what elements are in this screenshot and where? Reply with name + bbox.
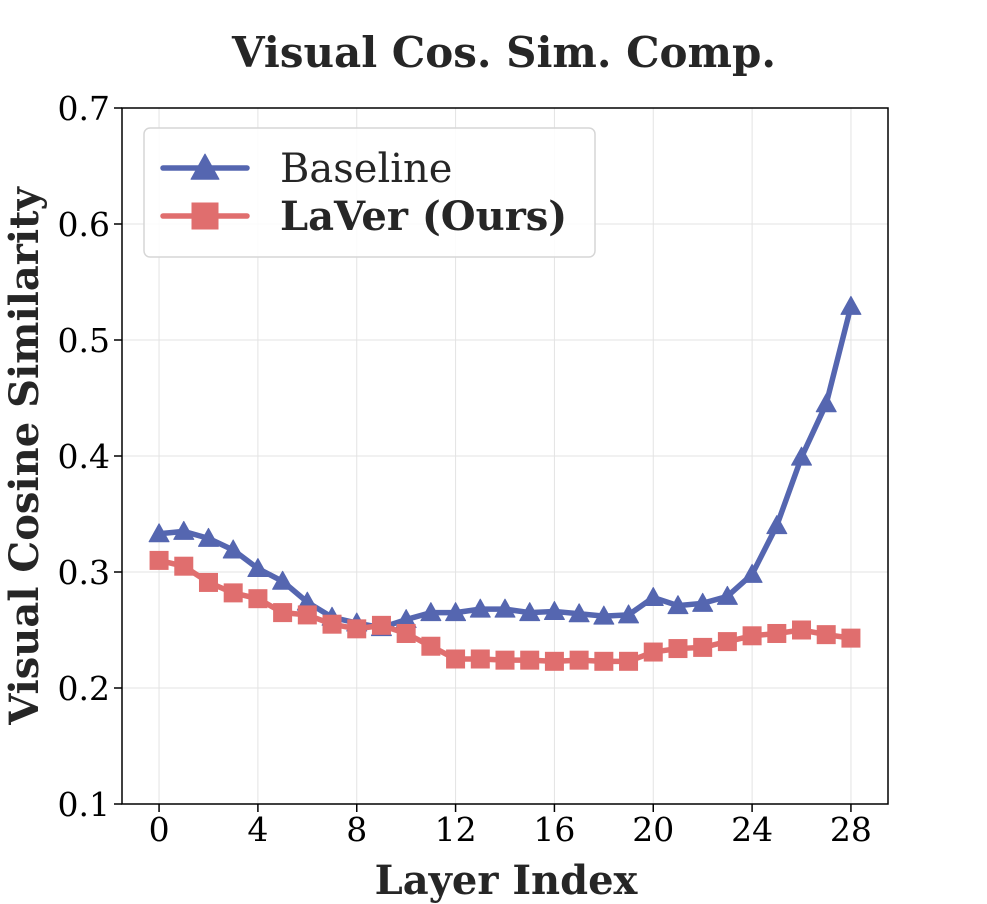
- x-axis-label: Layer Index: [375, 857, 639, 904]
- data-point: [692, 592, 714, 612]
- y-tick-label: 0.4: [58, 437, 110, 476]
- axis-ticks: 0 4 8 12 16 20 24 28 0.1 0.2 0.3 0.4 0.5 0.6 0.7: [58, 89, 872, 849]
- legend-label: Baseline: [280, 146, 452, 192]
- data-point: [148, 523, 170, 543]
- series-square: [149, 550, 861, 671]
- data-point: [470, 649, 490, 669]
- data-point: [643, 642, 663, 662]
- data-point: [222, 539, 244, 559]
- data-point: [445, 602, 467, 622]
- legend-box: [143, 127, 596, 258]
- data-point: [273, 603, 293, 623]
- data-point: [766, 515, 788, 535]
- y-axis-label: Visual Cosine Similarity: [1, 185, 48, 725]
- data-point: [544, 651, 564, 671]
- data-point: [815, 393, 837, 413]
- data-point: [223, 583, 243, 603]
- data-point: [520, 650, 540, 670]
- data-point: [693, 637, 713, 657]
- data-point: [717, 632, 737, 652]
- legend-marker: [190, 153, 220, 180]
- y-tick-label: 0.5: [58, 321, 110, 360]
- data-point: [791, 446, 813, 466]
- x-tick-label: 20: [632, 810, 674, 849]
- x-tick-label: 0: [149, 810, 170, 849]
- y-tick-label: 0.1: [58, 785, 110, 824]
- data-point: [741, 563, 763, 583]
- data-point: [297, 605, 317, 625]
- series-triangle: [148, 295, 862, 637]
- data-point: [840, 295, 862, 315]
- data-point: [568, 603, 590, 623]
- x-tick-label: 28: [830, 810, 872, 849]
- x-tick-label: 8: [346, 810, 367, 849]
- x-tick-label: 16: [533, 810, 575, 849]
- y-tick-label: 0.2: [58, 669, 110, 708]
- data-point: [494, 598, 516, 618]
- data-point: [495, 650, 515, 670]
- data-point: [519, 602, 541, 622]
- data-point: [569, 650, 589, 670]
- data-point: [469, 598, 491, 618]
- y-tick-label: 0.7: [58, 89, 110, 128]
- data-point: [618, 604, 640, 624]
- data-point: [792, 620, 812, 640]
- data-point: [197, 527, 219, 547]
- data-point: [619, 651, 639, 671]
- data-point: [347, 619, 367, 639]
- x-tick-label: 24: [731, 810, 773, 849]
- x-tick-label: 4: [247, 810, 268, 849]
- data-point: [174, 556, 194, 576]
- data-point: [594, 651, 614, 671]
- data-point: [642, 587, 664, 607]
- chart-title: Visual Cos. Sim. Comp.: [231, 28, 776, 77]
- data-point: [272, 570, 294, 590]
- data-point: [322, 614, 342, 634]
- data-point: [421, 636, 441, 656]
- data-point: [543, 600, 565, 620]
- y-tick-label: 0.6: [58, 205, 110, 244]
- data-point: [767, 623, 787, 643]
- legend-label: LaVer (Ours): [280, 193, 567, 240]
- x-tick-label: 12: [435, 810, 477, 849]
- y-tick-label: 0.3: [58, 553, 110, 592]
- data-point: [248, 589, 268, 609]
- data-point: [841, 628, 861, 648]
- data-point: [668, 639, 688, 659]
- data-point: [716, 585, 738, 605]
- data-point: [667, 595, 689, 615]
- data-point: [816, 625, 836, 645]
- data-point: [173, 520, 195, 540]
- data-point: [371, 615, 391, 635]
- series-layer: [148, 295, 862, 671]
- data-point: [446, 649, 466, 669]
- data-point: [396, 623, 416, 643]
- data-point: [593, 605, 615, 625]
- data-point: [420, 602, 442, 622]
- data-point: [149, 550, 169, 570]
- data-point: [742, 626, 762, 646]
- data-point: [247, 558, 269, 578]
- legend-marker: [191, 202, 219, 230]
- data-point: [198, 572, 218, 592]
